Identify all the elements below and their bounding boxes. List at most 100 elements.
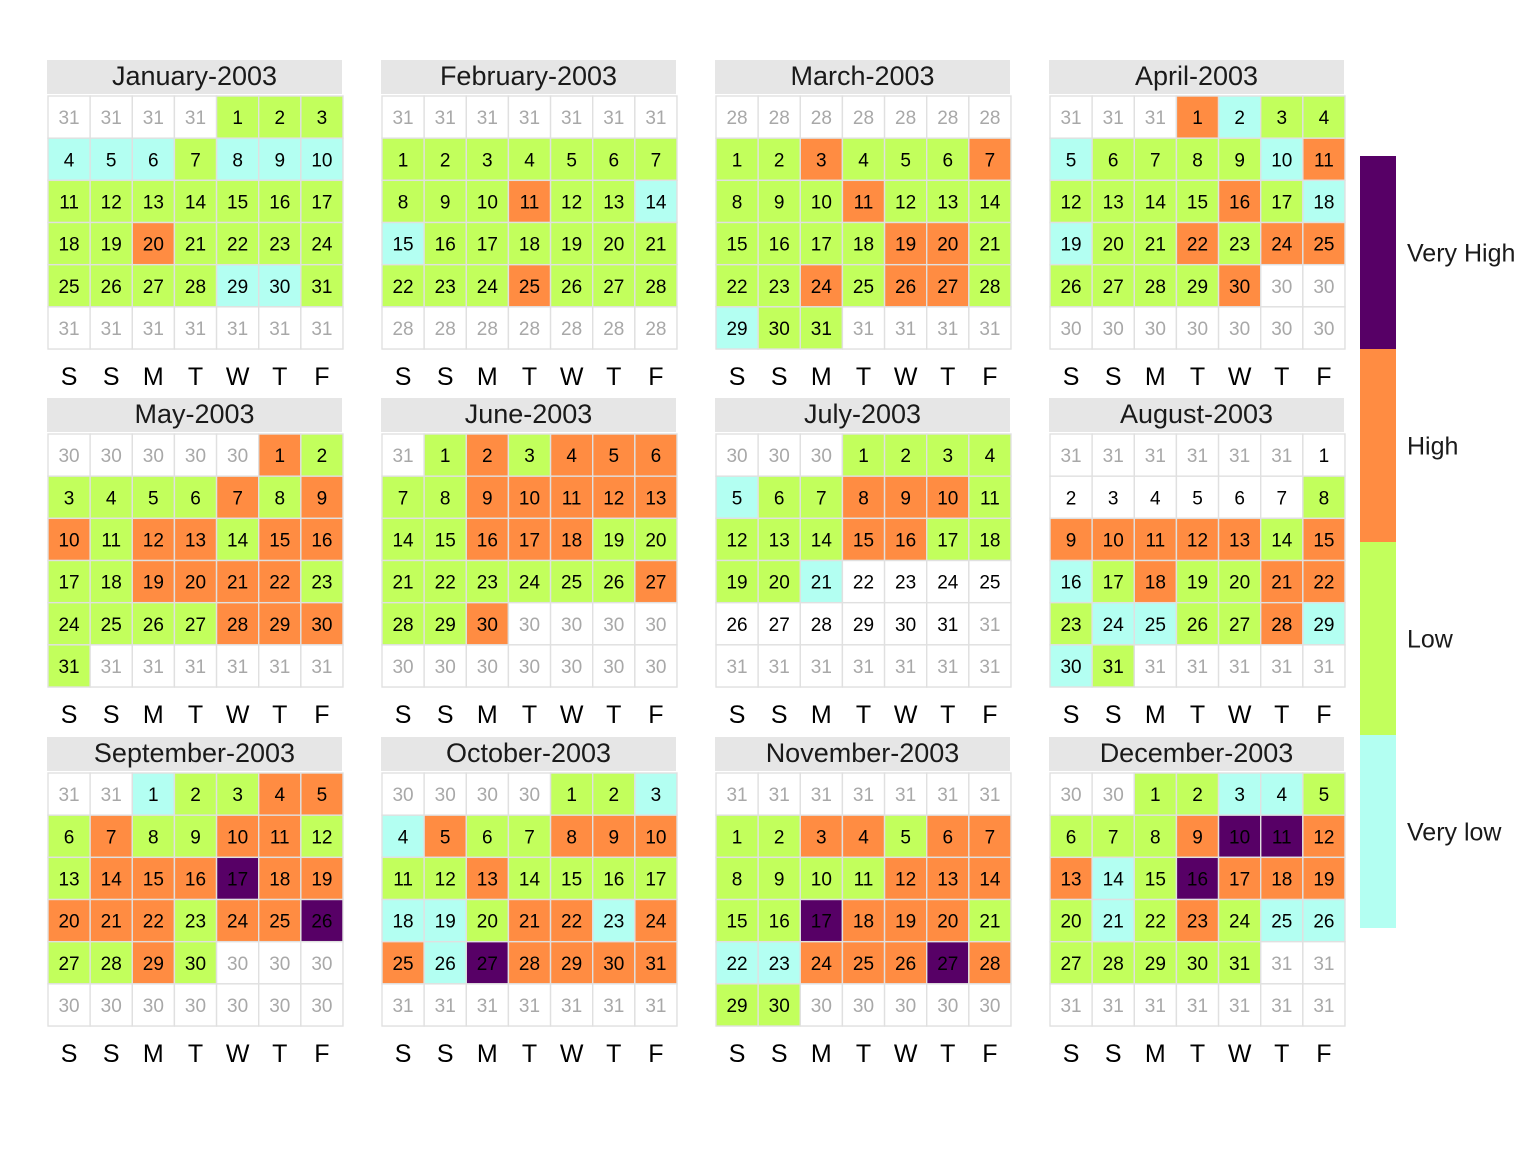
day-cell [215, 814, 260, 859]
day-label: 2 [774, 150, 785, 171]
legend-label: Very High [1407, 240, 1515, 268]
day-cell [1133, 179, 1178, 224]
day-label: 31 [1103, 657, 1124, 678]
day-label: 21 [979, 235, 1000, 256]
day-cell [258, 898, 302, 943]
day-label: 28 [769, 108, 790, 129]
day-cell [131, 137, 176, 182]
day-cell [215, 517, 260, 562]
day-cell [592, 263, 636, 308]
day-cell [173, 475, 218, 520]
day-label: 11 [1145, 530, 1165, 551]
weekday-label: M [811, 701, 832, 729]
weekday-label: S [1105, 1040, 1122, 1068]
day-cell [634, 179, 678, 224]
day-label: 31 [101, 657, 122, 678]
day-cell [715, 940, 759, 985]
day-cell [47, 475, 91, 520]
day-label: 15 [227, 192, 248, 213]
day-cell [1091, 601, 1135, 646]
day-cell [1302, 856, 1346, 901]
day-cell [968, 898, 1012, 943]
day-label: 18 [1271, 869, 1292, 890]
month-strip [1049, 737, 1344, 771]
day-cell [423, 983, 467, 1027]
day-cell [1217, 983, 1262, 1027]
day-label: 20 [1060, 912, 1081, 933]
day-cell [423, 644, 467, 688]
day-label: 30 [58, 446, 79, 467]
day-label: 3 [64, 488, 75, 509]
day-cell [968, 95, 1012, 139]
day-cell [715, 772, 759, 816]
weekday-label: S [729, 701, 746, 729]
day-cell [89, 475, 133, 520]
day-label: 30 [1271, 319, 1292, 340]
day-label: 30 [101, 446, 122, 467]
day-cell [465, 95, 510, 139]
weekday-label: T [188, 1040, 203, 1068]
weekday-label: W [560, 363, 584, 391]
day-cell [215, 559, 260, 604]
day-label: 26 [726, 615, 747, 636]
day-label: 26 [1187, 615, 1208, 636]
day-label: 16 [185, 869, 206, 890]
day-label: 17 [311, 192, 332, 213]
day-label: 23 [477, 573, 498, 594]
day-label: 30 [1060, 657, 1081, 678]
day-label: 13 [185, 530, 206, 551]
day-label: 31 [311, 319, 332, 340]
day-label: 31 [1229, 996, 1250, 1017]
day-cell [47, 856, 91, 901]
day-label: 28 [979, 277, 1000, 298]
day-label: 30 [1103, 319, 1124, 340]
day-label: 29 [227, 277, 248, 298]
weekday-label: T [856, 1040, 871, 1068]
weekday-label: T [606, 701, 621, 729]
day-label: 4 [398, 827, 409, 848]
day-label: 13 [1229, 530, 1250, 551]
day-label: 25 [853, 954, 874, 975]
day-cell [757, 137, 801, 182]
day-label: 10 [1271, 150, 1292, 171]
day-label: 3 [816, 827, 827, 848]
weekday-label: F [648, 701, 663, 729]
day-label: 9 [1234, 150, 1245, 171]
day-label: 31 [185, 657, 206, 678]
day-label: 21 [645, 235, 666, 256]
weekday-label: S [1105, 701, 1122, 729]
day-label: 31 [227, 319, 248, 340]
day-label: 26 [101, 277, 122, 298]
day-cell [131, 772, 176, 816]
day-label: 20 [477, 912, 498, 933]
day-label: 4 [1319, 108, 1330, 129]
day-label: 25 [853, 277, 874, 298]
day-label: 11 [562, 488, 582, 509]
day-cell [381, 517, 425, 562]
day-label: 1 [858, 446, 869, 467]
day-cell [1091, 814, 1135, 859]
day-label: 22 [1145, 912, 1166, 933]
day-label: 16 [269, 192, 290, 213]
day-cell [89, 856, 133, 901]
day-label: 23 [603, 912, 624, 933]
legend: Very High High Low Very low [1360, 156, 1515, 928]
day-label: 31 [1145, 108, 1166, 129]
day-label: 27 [185, 615, 206, 636]
day-label: 8 [232, 150, 243, 171]
day-label: 13 [645, 488, 666, 509]
day-cell [131, 559, 176, 604]
day-label: 12 [1313, 827, 1334, 848]
month-strip [715, 737, 1010, 771]
day-label: 6 [942, 150, 953, 171]
day-label: 25 [1271, 912, 1292, 933]
weekday-label: M [1145, 363, 1166, 391]
day-label: 31 [645, 954, 666, 975]
month-title: November-2003 [766, 738, 960, 768]
day-label: 12 [143, 530, 164, 551]
day-label: 4 [985, 446, 996, 467]
day-label: 19 [561, 235, 582, 256]
day-cell [465, 940, 510, 985]
day-label: 30 [1313, 319, 1334, 340]
day-label: 31 [435, 108, 456, 129]
